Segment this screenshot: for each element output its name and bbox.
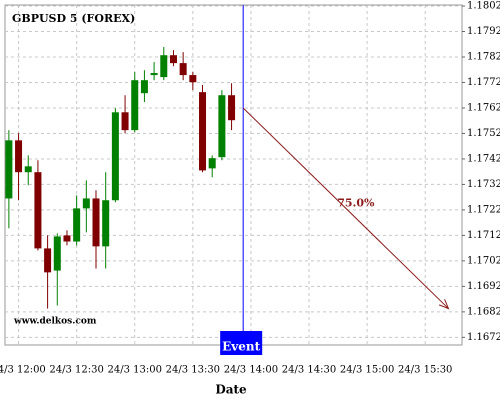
candle-body — [228, 95, 236, 121]
candle-body — [24, 166, 32, 173]
candle-body — [189, 75, 197, 83]
candle-body — [208, 158, 216, 169]
x-axis-label: Date — [215, 383, 247, 397]
candle-body — [82, 198, 90, 209]
x-tick-label: 24/3 12:30 — [49, 365, 103, 376]
y-tick-label: 1.1792 — [467, 26, 500, 37]
candle-body — [131, 80, 139, 131]
candle-body — [73, 208, 81, 242]
prediction-arrow — [242, 107, 449, 309]
x-tick-label: 24/3 14:30 — [282, 365, 336, 376]
x-tick-label: 24/3 15:30 — [398, 365, 452, 376]
candle-body — [34, 172, 42, 249]
x-tick-label: 24/3 14:00 — [224, 365, 278, 376]
candle-body — [102, 200, 110, 247]
candle-body — [169, 55, 177, 64]
y-tick-label: 1.1702 — [467, 255, 500, 266]
candle-body — [218, 95, 226, 158]
y-tick-label: 1.1692 — [467, 281, 500, 292]
candle-body — [140, 80, 148, 94]
plot-frame — [4, 4, 463, 346]
x-tick-label: 24/3 12:00 — [0, 365, 46, 376]
y-tick-label: 1.1752 — [467, 128, 500, 139]
prediction-label: 75.0% — [337, 196, 375, 209]
x-tick-label: 24/3 13:30 — [166, 365, 220, 376]
y-tick-label: 1.1732 — [467, 179, 500, 190]
x-tick-label: 24/3 15:00 — [340, 365, 394, 376]
y-tick-label: 1.1762 — [467, 102, 500, 113]
y-tick-label: 1.1682 — [467, 306, 500, 317]
candle-body — [92, 198, 100, 247]
candle-body — [199, 92, 207, 171]
y-tick-label: 1.1782 — [467, 51, 500, 62]
y-tick-label: 1.1802 — [467, 1, 500, 12]
y-tick-label: 1.1722 — [467, 204, 500, 215]
y-tick-label: 1.1772 — [467, 77, 500, 88]
candle-body — [111, 112, 119, 201]
candle-body — [121, 112, 129, 131]
chart-title: GBPUSD 5 (FOREX) — [12, 12, 135, 25]
event-box — [220, 331, 263, 355]
y-tick-label: 1.1672 — [467, 332, 500, 343]
x-tick-label: 24/3 13:00 — [108, 365, 162, 376]
candle-body — [53, 236, 61, 271]
candle-body — [150, 73, 158, 76]
y-tick-label: 1.1742 — [467, 153, 500, 164]
candle-body — [160, 55, 168, 78]
watermark: www.delkos.com — [13, 317, 97, 327]
candle-body — [63, 235, 71, 242]
arrow-head — [438, 299, 450, 310]
candle-body — [5, 140, 13, 199]
y-tick-label: 1.1712 — [467, 230, 500, 241]
event-label: Event — [222, 340, 260, 354]
candle-body — [15, 140, 23, 173]
candle-body — [44, 248, 52, 273]
candle-body — [179, 63, 187, 76]
